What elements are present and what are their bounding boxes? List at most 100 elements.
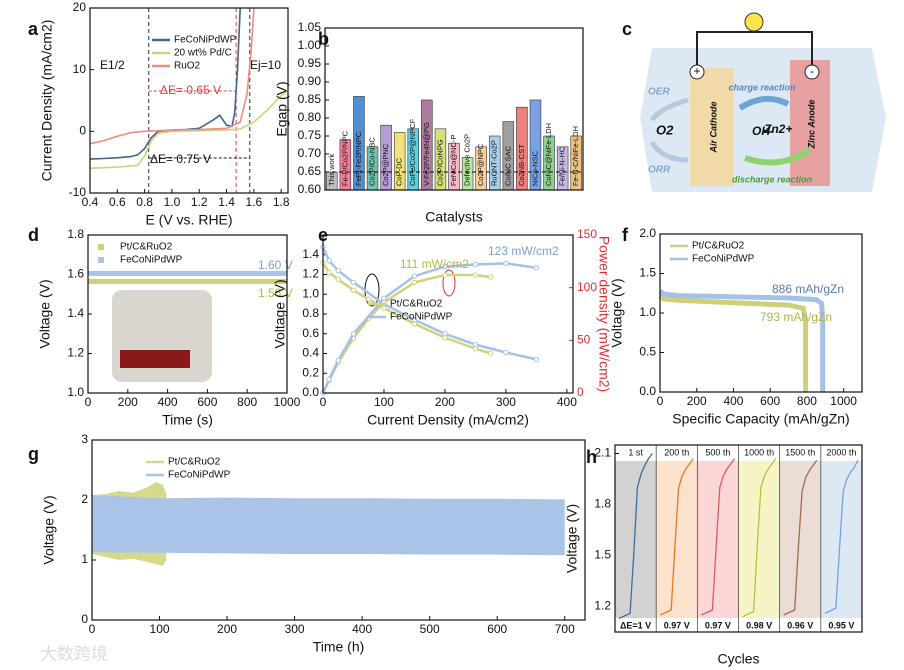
- series-line: [89, 89, 289, 170]
- y-tick-label: 3: [81, 432, 88, 446]
- x-axis-label: Catalysts: [425, 209, 483, 225]
- x-tick-label: 800: [797, 394, 817, 408]
- x-tick-label: 0: [657, 394, 664, 408]
- marker: [326, 376, 332, 383]
- y-axis-label: Voltage (V): [41, 495, 57, 564]
- y-tick-label: 2: [81, 492, 88, 506]
- x-tick-label: 400: [723, 394, 743, 408]
- y-tick-label: 0.80: [298, 110, 322, 124]
- x-tick-label: 600: [487, 622, 507, 636]
- legend-label: FeCoNiPdWP: [692, 254, 755, 265]
- panel-letter: d: [28, 225, 39, 245]
- x-axis-label: Time (h): [313, 639, 365, 655]
- x-tick-label: 1.2: [191, 195, 208, 209]
- y-tick-label: 2.1: [594, 446, 611, 460]
- y-tick-label: 1.0: [67, 385, 84, 399]
- annotation: 1.60 V: [258, 258, 293, 272]
- schematic: + - OER ORR O2 OH- Zn2+ charge reaction …: [622, 12, 886, 192]
- category-label: NiCo-NSC: [530, 150, 539, 186]
- charge-curve: [701, 458, 736, 616]
- marker: [411, 317, 418, 323]
- anode-text: Zinc Anode: [806, 100, 816, 150]
- segment-background: [697, 461, 739, 618]
- delta-label: 0.95 V: [828, 620, 854, 630]
- zn-text: Zn2+: [763, 122, 792, 136]
- panel-letter: f: [622, 225, 629, 245]
- y2-tick-label: 50: [577, 333, 591, 347]
- annotation: ΔE= 0.75 V: [150, 152, 211, 166]
- legend-label: FeCoNiPdWP: [390, 312, 453, 323]
- charge-arrow: [738, 95, 790, 111]
- x-tick-label: 0: [85, 395, 92, 409]
- segment-background: [779, 461, 821, 618]
- annotation: 123 mW/cm2: [488, 244, 559, 258]
- category-label: Co2P@NPC: [476, 143, 485, 186]
- x-axis-label: Current Density (mA/cm2): [367, 412, 529, 428]
- charge-curve: [742, 458, 777, 618]
- oer-text: OER: [648, 87, 670, 98]
- legend-swatch: [98, 257, 104, 263]
- panel-letter: g: [28, 444, 39, 464]
- marker: [487, 274, 494, 280]
- annotation: 111 mW/cm2: [400, 257, 469, 271]
- y-tick-label: 1.5: [639, 266, 656, 280]
- x-axis-label: E (V vs. RHE): [145, 212, 232, 228]
- segment-label: 200 th: [664, 447, 689, 457]
- legend-label: FeCoNiPdWP: [168, 470, 231, 481]
- marker: [442, 331, 448, 337]
- y-tick-label: 0.8: [302, 306, 319, 320]
- series-line: [658, 293, 809, 392]
- segment-background: [656, 461, 698, 618]
- x-tick-label: 0.8: [136, 195, 153, 209]
- category-label: Fe-N-C/NiFe-LDH: [571, 126, 580, 186]
- legend-label: Pt/C&RuO2: [168, 457, 221, 468]
- series-line: [658, 288, 826, 392]
- y-tick-label: 2.0: [639, 226, 656, 240]
- marker: [350, 287, 357, 293]
- y-tick-label: 10: [73, 62, 87, 76]
- annotation: E1/2: [100, 58, 125, 72]
- marker: [487, 350, 494, 357]
- series-line: [321, 273, 491, 394]
- marker: [503, 349, 509, 356]
- y2-tick-label: 0: [577, 385, 584, 399]
- marker: [442, 272, 448, 278]
- series-line: [89, 7, 255, 145]
- y-tick-label: 0.90: [298, 74, 322, 88]
- y-tick-label: 0.60: [298, 182, 322, 196]
- delta-label: 0.98 V: [746, 620, 772, 630]
- y-tick-label: 1.4: [302, 247, 319, 261]
- y-tick-label: 0: [81, 612, 88, 626]
- inset-photo: [112, 290, 212, 382]
- charge-curve: [783, 459, 818, 616]
- y-axis-label: Voltage (V): [272, 279, 288, 348]
- category-label: Co2P/Co-NBC: [368, 137, 377, 186]
- inset-display: [120, 350, 190, 368]
- discharge-text: discharge reaction: [732, 174, 813, 184]
- y-tick-label: 0.95: [298, 56, 322, 70]
- segment-label: 500 th: [705, 447, 730, 457]
- wire: [696, 31, 813, 66]
- plot-frame: [614, 444, 863, 633]
- y-tick-label: 0.85: [298, 92, 322, 106]
- category-label: FeNiCo@NC-P: [449, 135, 458, 186]
- x-tick-label: 1000: [274, 395, 301, 409]
- legend-label: Pt/C&RuO2: [692, 241, 745, 252]
- marker: [366, 296, 372, 302]
- category-label: Co2P/CoNPG: [435, 139, 444, 186]
- x-tick-label: 200: [435, 395, 455, 409]
- category-label: CoFe/Co2P@NPCF: [408, 118, 417, 186]
- marker: [472, 272, 479, 278]
- segment-label: 2000 th: [826, 447, 856, 457]
- legend-label: 20 wt% Pd/C: [174, 48, 232, 59]
- category-label: CoNiC@NiFe-LDH: [544, 123, 553, 186]
- x-tick-label: 200: [217, 622, 237, 636]
- marker: [335, 357, 341, 364]
- x-tick-label: 600: [197, 395, 217, 409]
- y-tick-label: 1.4: [67, 306, 84, 320]
- category-label: V-Fe2P/Fe4N@PG: [422, 122, 431, 186]
- x-tick-label: 200: [687, 394, 707, 408]
- y2-tick-label: 150: [577, 227, 597, 241]
- voltage-band: [92, 495, 565, 556]
